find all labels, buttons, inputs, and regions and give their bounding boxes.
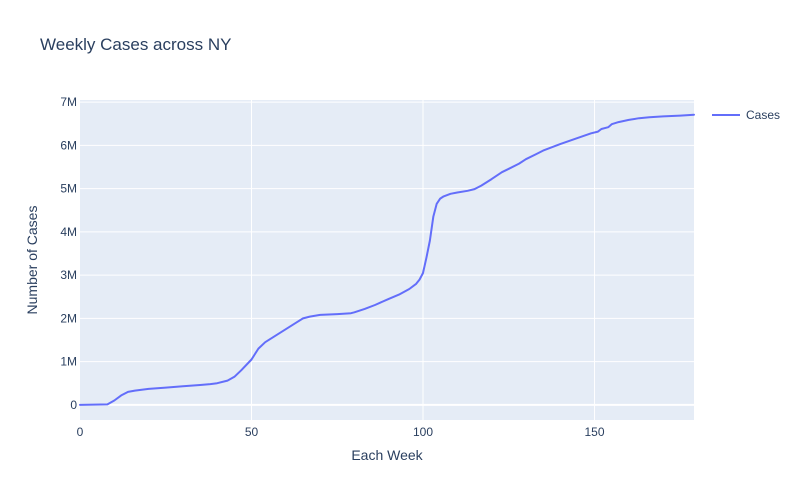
y-tick-label: 7M <box>60 95 77 109</box>
y-tick-label: 2M <box>60 311 77 325</box>
x-tick-label: 100 <box>413 425 433 439</box>
grid-lines <box>80 100 694 420</box>
y-tick-label: 1M <box>60 355 77 369</box>
x-axis-title: Each Week <box>351 447 423 463</box>
x-tick-label: 50 <box>245 425 259 439</box>
y-axis-title: Number of Cases <box>24 206 40 315</box>
x-tick-label: 0 <box>77 425 84 439</box>
tick-labels: 0 1M 2M 3M 4M 5M 6M 7M 0 50 100 150 <box>60 95 605 439</box>
series-lines <box>79 113 695 406</box>
y-tick-label: 4M <box>60 225 77 239</box>
series-line-cases <box>79 113 695 406</box>
y-tick-label: 3M <box>60 268 77 282</box>
legend-label-cases: Cases <box>746 108 780 122</box>
chart-title: Weekly Cases across NY <box>40 35 231 54</box>
y-tick-label: 6M <box>60 138 77 152</box>
legend[interactable]: Cases <box>712 108 780 122</box>
x-tick-label: 150 <box>585 425 605 439</box>
y-tick-label: 0 <box>70 398 77 412</box>
y-tick-label: 5M <box>60 182 77 196</box>
plot-area <box>80 100 694 420</box>
